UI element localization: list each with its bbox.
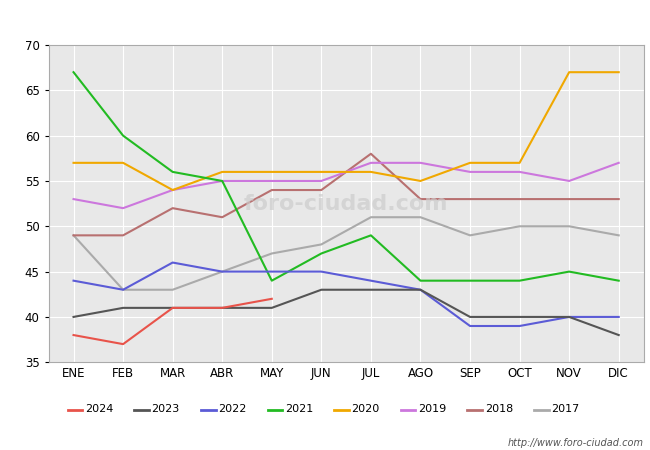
Text: foro-ciudad.com: foro-ciudad.com [244, 194, 448, 214]
Text: 2019: 2019 [418, 405, 447, 414]
Text: 2024: 2024 [85, 405, 113, 414]
Text: 2022: 2022 [218, 405, 246, 414]
Text: 2021: 2021 [285, 405, 313, 414]
Text: Afiliados en Graja de Campalbo a 31/5/2024: Afiliados en Graja de Campalbo a 31/5/20… [156, 14, 494, 29]
Text: 2018: 2018 [485, 405, 513, 414]
Text: http://www.foro-ciudad.com: http://www.foro-ciudad.com [508, 438, 644, 448]
Text: 2017: 2017 [551, 405, 580, 414]
Text: 2023: 2023 [151, 405, 180, 414]
Text: 2020: 2020 [352, 405, 380, 414]
